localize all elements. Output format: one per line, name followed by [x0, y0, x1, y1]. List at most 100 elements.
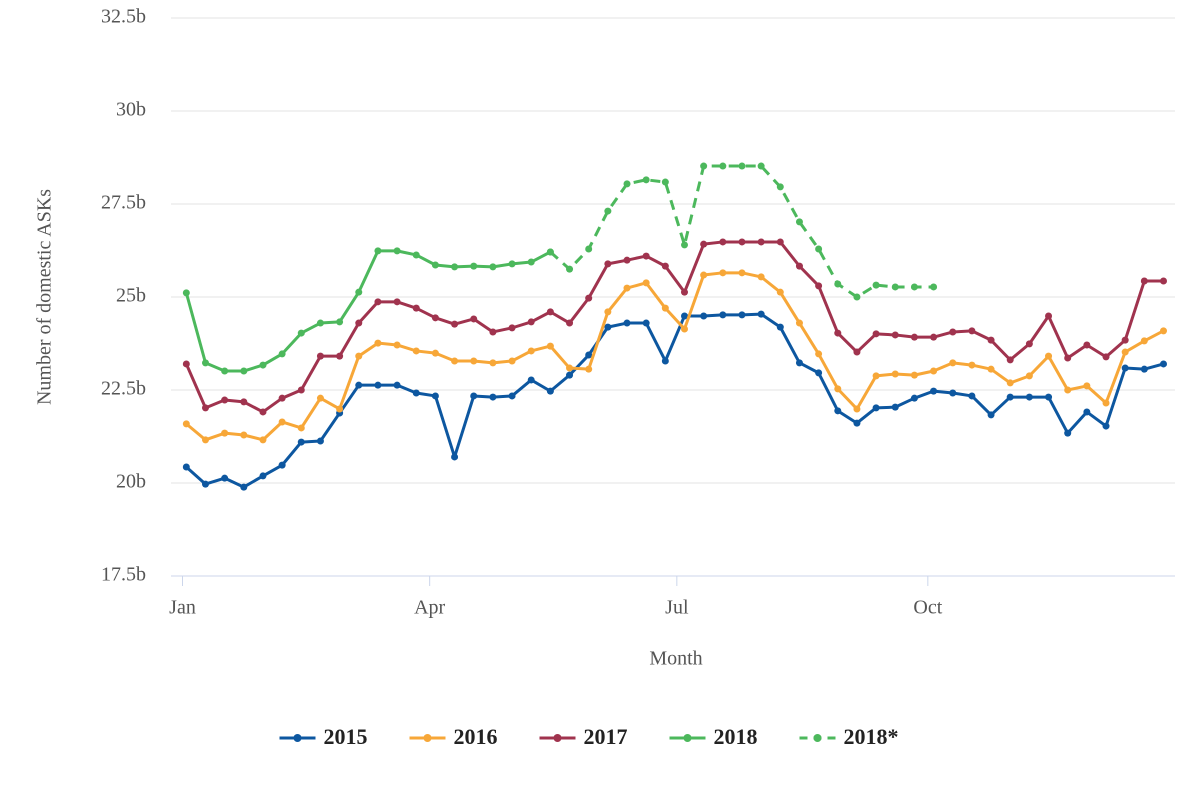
- data-point: [240, 367, 248, 375]
- data-point: [259, 436, 267, 444]
- data-point: [642, 319, 650, 327]
- data-point: [776, 288, 784, 296]
- data-point: [182, 420, 190, 428]
- y-tick-label: 32.5b: [101, 6, 146, 28]
- data-point: [853, 419, 861, 427]
- data-point: [431, 261, 439, 269]
- data-point: [508, 357, 516, 365]
- data-point: [642, 252, 650, 260]
- data-point: [1102, 422, 1110, 430]
- y-tick-label: 17.5b: [101, 564, 146, 586]
- data-point: [719, 269, 727, 277]
- data-point: [910, 394, 918, 402]
- data-point: [834, 385, 842, 393]
- data-point: [1025, 393, 1033, 401]
- data-point: [642, 176, 650, 184]
- data-point: [508, 392, 516, 400]
- data-point: [930, 367, 938, 375]
- data-point: [776, 323, 784, 331]
- x-axis-title: Month: [649, 648, 702, 670]
- data-point: [508, 260, 516, 268]
- data-point: [623, 319, 631, 327]
- data-point: [201, 436, 209, 444]
- data-point: [201, 359, 209, 367]
- data-point: [1064, 386, 1072, 394]
- data-point: [1160, 327, 1168, 335]
- data-point: [815, 245, 823, 253]
- data-point: [240, 483, 248, 491]
- data-point: [757, 273, 765, 281]
- data-point: [1083, 382, 1091, 390]
- data-point: [431, 392, 439, 400]
- x-tick-label: Apr: [414, 597, 445, 619]
- data-point: [374, 247, 382, 255]
- data-point: [680, 325, 688, 333]
- data-point: [374, 339, 382, 347]
- data-point: [910, 371, 918, 379]
- data-point: [719, 238, 727, 246]
- data-point: [1140, 337, 1148, 345]
- data-point: [853, 293, 861, 301]
- data-point: [393, 298, 401, 306]
- data-point: [1083, 408, 1091, 416]
- data-point: [489, 359, 497, 367]
- data-point: [336, 405, 344, 413]
- data-point: [623, 180, 631, 188]
- legend-label: 2018: [714, 724, 758, 749]
- y-tick-label: 25b: [116, 285, 146, 307]
- data-point: [700, 162, 708, 170]
- data-point: [795, 218, 803, 226]
- data-point: [872, 404, 880, 412]
- data-point: [240, 398, 248, 406]
- data-point: [1006, 393, 1014, 401]
- data-point: [451, 263, 459, 271]
- data-point: [872, 372, 880, 380]
- data-point: [201, 480, 209, 488]
- data-point: [604, 260, 612, 268]
- data-point: [336, 352, 344, 360]
- data-point: [815, 369, 823, 377]
- data-point: [393, 247, 401, 255]
- data-point: [546, 248, 554, 256]
- data-point: [1006, 379, 1014, 387]
- data-point: [661, 304, 669, 312]
- data-point: [431, 349, 439, 357]
- x-tick-label: Jul: [665, 597, 689, 619]
- data-point: [1121, 364, 1129, 372]
- data-point: [680, 241, 688, 249]
- data-point: [719, 311, 727, 319]
- data-point: [680, 312, 688, 320]
- data-point: [738, 162, 746, 170]
- data-point: [1160, 277, 1168, 285]
- data-point: [451, 453, 459, 461]
- data-point: [834, 329, 842, 337]
- data-point: [1045, 393, 1053, 401]
- data-point: [1102, 399, 1110, 407]
- y-axis-title: Number of domestic ASKs: [34, 189, 56, 405]
- data-point: [585, 365, 593, 373]
- data-point: [566, 364, 574, 372]
- data-point: [316, 437, 324, 445]
- data-point: [872, 281, 880, 289]
- data-point: [891, 283, 899, 291]
- data-point: [604, 323, 612, 331]
- series-line: [184, 240, 1164, 414]
- legend-dot: [813, 734, 822, 742]
- data-point: [470, 392, 478, 400]
- data-point: [661, 357, 669, 365]
- data-point: [891, 403, 899, 411]
- data-point: [566, 265, 574, 273]
- data-point: [489, 263, 497, 271]
- data-point: [1083, 341, 1091, 349]
- legend-label: 2017: [584, 724, 628, 749]
- legend-dot: [553, 734, 562, 742]
- data-point: [393, 381, 401, 389]
- data-point: [834, 407, 842, 415]
- data-point: [566, 319, 574, 327]
- data-point: [700, 240, 708, 248]
- legend-label: 2015: [324, 724, 368, 749]
- data-point: [221, 396, 229, 404]
- data-point: [1045, 312, 1053, 320]
- data-point: [1045, 352, 1053, 360]
- data-point: [968, 392, 976, 400]
